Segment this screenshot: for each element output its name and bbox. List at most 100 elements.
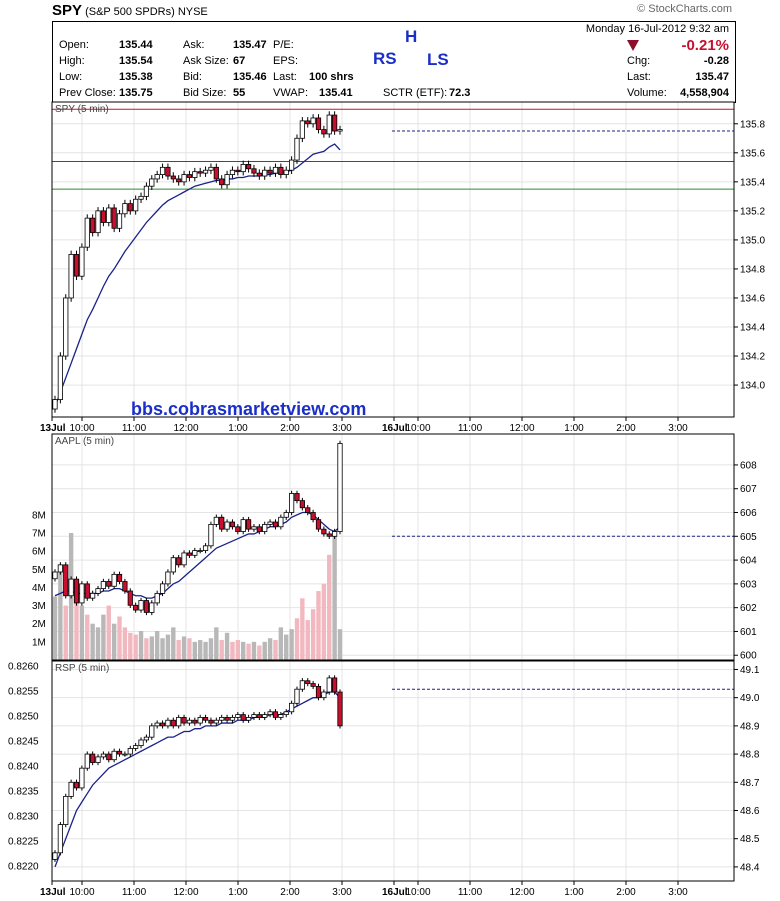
brand-logo: © StockCharts.com [637,3,732,15]
candle [57,564,63,573]
low-value: 135.38 [119,71,153,83]
volume-bar [138,630,144,660]
candle [240,714,246,721]
candle [332,677,338,693]
bid-size-label: Bid Size: [183,87,227,99]
volume-tick-label: 2M [32,619,46,630]
ask-size-label: Ask Size: [183,55,229,67]
x-tick-label: 11:00 [458,423,483,434]
candle [186,174,193,178]
candle [138,195,144,200]
volume-bar [117,616,122,660]
candle [192,719,198,724]
volume-bar [111,623,117,660]
panel-background [52,434,734,660]
vwap-label: VWAP: [273,87,309,99]
y-tick-label: 48.7 [740,778,760,789]
x-tick-label: 12:00 [509,423,534,434]
y-tick-label: 601 [740,627,757,638]
candle [337,129,343,132]
candle [143,600,150,613]
volume-bar [224,632,230,660]
y-tick-label: 606 [740,508,757,519]
candle [315,519,322,530]
chart-header: SPY (S&P 500 SPDRs) NYSE [52,2,208,19]
candle [95,756,101,763]
candle [289,493,295,513]
candle [116,213,123,229]
volume-bar [165,634,171,660]
ratio-tick-label: 0.8235 [8,787,39,798]
panel-background [52,102,734,417]
volume-bar [90,623,95,660]
candle [283,169,289,175]
candle [181,552,187,566]
volume-bar [106,605,111,660]
panel-title: AAPL (5 min) [55,436,114,447]
percent-change: -0.21% [681,37,729,54]
candle [111,207,117,229]
y-tick-label: 134.2 [740,352,765,363]
candle [68,781,74,797]
candle [321,129,327,135]
annotation-h: H [405,27,418,46]
y-tick-label: 49.1 [740,665,760,676]
x-tick-label: 2:00 [280,423,300,434]
y-tick-label: 603 [740,579,757,590]
candle [235,526,241,532]
candle [133,745,139,749]
last-label: Last: [273,71,297,83]
candle [143,185,150,197]
y-tick-label: 48.8 [740,750,760,761]
x-tick-label: 3:00 [668,887,688,898]
candle [305,120,311,125]
candle [165,166,171,177]
candle [245,717,252,721]
candle [154,722,160,727]
candle [170,175,176,180]
x-tick-label: 1:00 [564,423,584,434]
volume-bar [284,634,289,660]
candle [267,521,273,525]
y-tick-label: 135.6 [740,148,765,159]
candle [63,297,69,357]
volume-bar [133,634,138,660]
candle [202,717,209,721]
ratio-tick-label: 0.8240 [8,762,39,773]
volume-bar [257,645,262,660]
volume-bar [63,605,68,660]
y-tick-label: 134.8 [740,264,765,275]
volume-bar [197,640,203,660]
ratio-tick-label: 0.8250 [8,712,39,723]
candle [299,120,305,139]
candle [321,528,327,535]
candle [272,521,279,528]
candle [256,172,262,177]
volume-bar [181,636,187,660]
candle [127,203,133,212]
candle [63,795,69,825]
candle [208,166,214,171]
candle [197,171,203,174]
candle [229,521,236,528]
candle [122,581,128,592]
x-tick-label: 3:00 [332,423,352,434]
candle [224,717,230,721]
quote-date: Monday 16-Jul-2012 9:32 am [585,23,729,35]
ratio-tick-label: 0.8260 [8,662,39,673]
candle [79,767,85,789]
x-tick-label: 1:00 [228,887,248,898]
candle [245,164,252,170]
annotation-rs: RS [373,49,397,68]
y-tick-label: 602 [740,603,757,614]
candle [224,174,230,186]
annotation-ls: LS [427,50,449,69]
candle [289,159,295,171]
candle [278,166,284,175]
low-label: Low: [59,71,83,83]
volume-bar [316,591,321,660]
volume-bar [332,536,337,660]
x-tick-label: 1:00 [228,423,248,434]
candle [100,753,106,758]
x-tick-label: 10:00 [405,887,430,898]
